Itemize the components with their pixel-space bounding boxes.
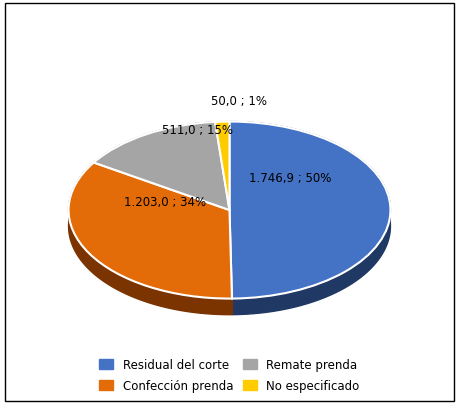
Text: 1.746,9 ; 50%: 1.746,9 ; 50% <box>250 172 332 185</box>
Text: 511,0 ; 15%: 511,0 ; 15% <box>162 124 233 137</box>
Wedge shape <box>230 122 391 299</box>
Text: 50,0 ; 1%: 50,0 ; 1% <box>211 95 267 108</box>
Legend: Residual del corte, Confección prenda, Remate prenda, No especificado: Residual del corte, Confección prenda, R… <box>95 354 364 397</box>
Polygon shape <box>230 211 232 315</box>
Polygon shape <box>94 123 215 179</box>
Text: 1.203,0 ; 34%: 1.203,0 ; 34% <box>124 196 206 209</box>
Polygon shape <box>94 163 230 226</box>
Polygon shape <box>68 163 232 315</box>
Polygon shape <box>215 123 230 226</box>
Polygon shape <box>94 163 230 226</box>
Polygon shape <box>215 123 230 226</box>
Polygon shape <box>215 122 230 139</box>
Wedge shape <box>94 123 230 211</box>
Polygon shape <box>230 122 391 315</box>
Wedge shape <box>215 122 230 211</box>
Wedge shape <box>68 163 232 299</box>
Polygon shape <box>230 211 232 315</box>
